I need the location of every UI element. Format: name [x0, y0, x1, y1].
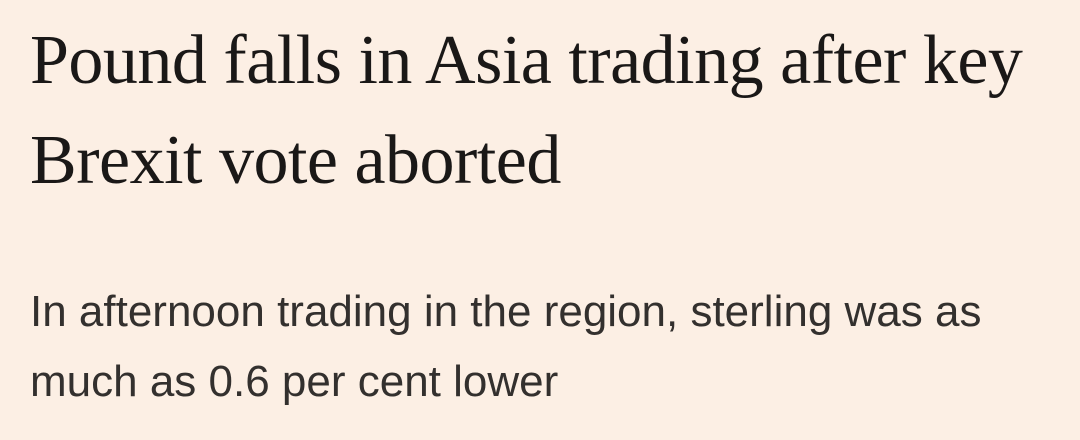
standfirst: In afternoon trading in the region, ster… — [30, 287, 982, 406]
headline-title[interactable]: Pound falls in Asia trading after key Br… — [30, 22, 1023, 199]
